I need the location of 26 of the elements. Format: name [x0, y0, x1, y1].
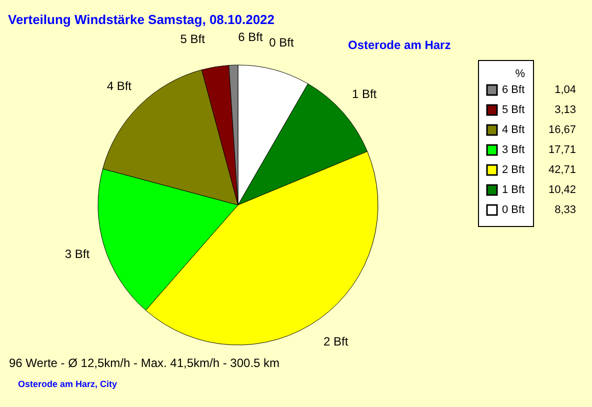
text: Osterode am Harz, City [18, 379, 118, 389]
legend-label: 6 Bft [502, 84, 525, 96]
legend-title: % [515, 68, 526, 80]
data-label: 10,42 [548, 184, 576, 196]
slice-label: 3 Bft [64, 246, 90, 261]
data-label: 1,04 [554, 84, 576, 96]
slice-label: 1 Bft [352, 87, 378, 102]
data-label: 17,71 [548, 144, 576, 156]
text: 96 Werte - Ø 12,5km/h - Max. 41,5km/h - 300.5 km [9, 356, 280, 370]
legend-label: 0 Bft [502, 204, 525, 216]
legend-label: 1 Bft [502, 184, 525, 196]
data-label: 16,67 [548, 124, 576, 136]
legend-label: 5 Bft [502, 104, 525, 116]
legend-label: 2 Bft [502, 164, 525, 176]
text: Osterode am Harz [348, 38, 451, 52]
slice-label: 5 Bft [180, 32, 206, 46]
slice-label: 4 Bft [106, 79, 132, 94]
slice-label: 6 Bft [238, 30, 264, 44]
legend-label: 4 Bft [502, 124, 525, 136]
data-label: 3,13 [554, 104, 576, 116]
legend-label: 3 Bft [502, 144, 525, 156]
data-label: 8,33 [554, 204, 576, 216]
data-label: 42,71 [548, 164, 576, 176]
chart-title: Verteilung Windstärke Samstag, 08.10.2022 [8, 12, 275, 27]
slice-label: 0 Bft [269, 36, 294, 50]
slice-label: 2 Bft [324, 334, 349, 349]
